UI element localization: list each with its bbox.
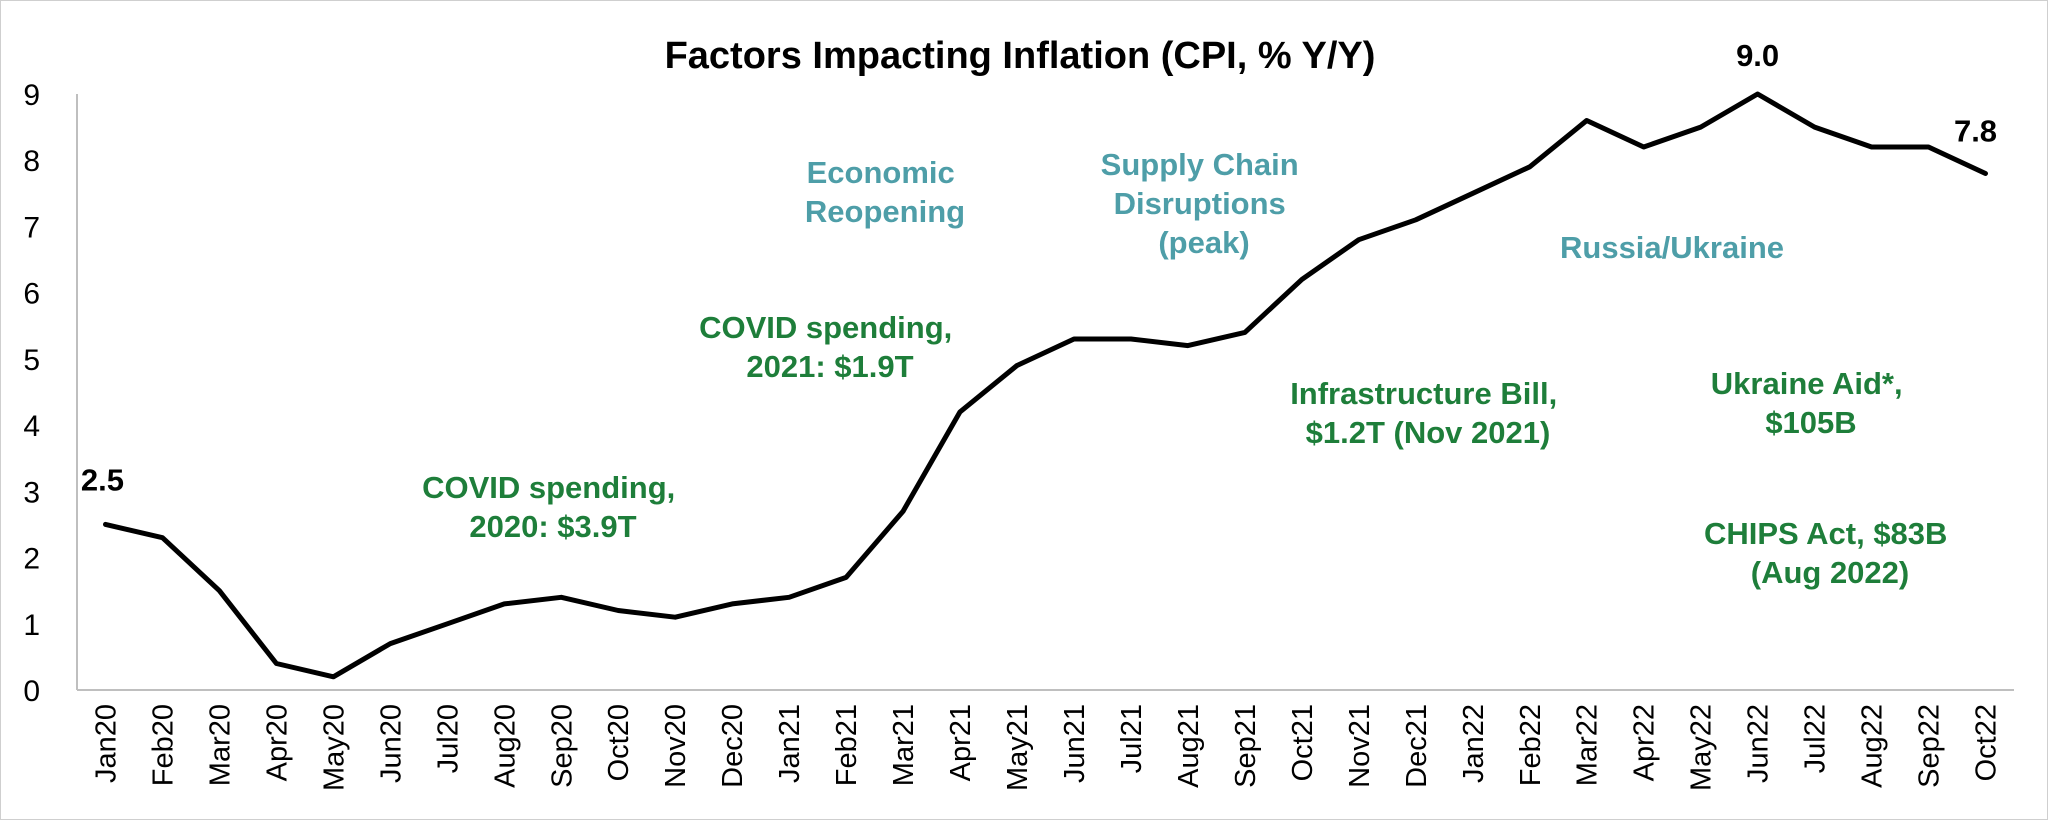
x-tick-label: Jan20: [90, 704, 122, 783]
annotation-line: $1.2T (Nov 2021): [1306, 415, 1551, 450]
annotation-line: COVID spending,: [699, 310, 952, 345]
annotation-economic-reopening: Economic Reopening: [805, 155, 965, 229]
annotation-supply-chain: Supply Chain Disruptions (peak): [1101, 147, 1308, 260]
x-tick-label: Jan22: [1458, 704, 1490, 783]
x-tick-label: Jan21: [774, 704, 806, 783]
annotation-line: (Aug 2022): [1751, 555, 1909, 590]
x-tick-label: Apr22: [1629, 704, 1661, 781]
x-tick-label: Mar21: [888, 704, 920, 786]
annotation-line: Economic: [807, 155, 955, 190]
data-label: 7.8: [1954, 113, 1997, 148]
y-axis-ticks: 0 1 2 3 4 5 6 7 8 9: [23, 79, 40, 708]
annotation-line: (peak): [1158, 225, 1249, 260]
x-tick-label: Feb21: [831, 704, 863, 786]
annotation-line: Ukraine Aid*,: [1711, 366, 1903, 401]
y-tick-label: 3: [23, 476, 40, 509]
x-tick-label: Sep20: [546, 704, 578, 788]
y-tick-label: 8: [23, 145, 40, 178]
x-tick-label: Jun20: [375, 704, 407, 783]
x-tick-label: Oct22: [1971, 704, 2003, 781]
y-tick-label: 7: [23, 211, 40, 244]
x-tick-label: May20: [318, 704, 350, 791]
annotation-covid-2021: COVID spending, 2021: $1.9T: [699, 310, 961, 384]
annotation-line: Infrastructure Bill,: [1290, 376, 1557, 411]
x-tick-label: Feb20: [147, 704, 179, 786]
x-tick-label: Sep21: [1230, 704, 1262, 788]
y-tick-label: 1: [23, 609, 40, 642]
annotation-line: Reopening: [805, 194, 965, 229]
annotation-line: CHIPS Act, $83B: [1704, 516, 1948, 551]
x-tick-label: Dec20: [717, 704, 749, 788]
annotation-line: 2020: $3.9T: [469, 509, 636, 544]
x-tick-label: Sep22: [1914, 704, 1946, 788]
annotation-line: COVID spending,: [422, 470, 675, 505]
annotation-infrastructure-bill: Infrastructure Bill, $1.2T (Nov 2021): [1290, 376, 1566, 450]
x-tick-label: Jul20: [432, 704, 464, 773]
annotation-line: $105B: [1765, 405, 1856, 440]
annotation-chips-act: CHIPS Act, $83B (Aug 2022): [1704, 516, 1956, 590]
x-tick-label: Apr20: [261, 704, 293, 781]
x-tick-label: Oct21: [1287, 704, 1319, 781]
y-tick-label: 4: [23, 410, 40, 443]
annotation-covid-2020: COVID spending, 2020: $3.9T: [422, 470, 684, 544]
x-tick-label: Mar22: [1572, 704, 1604, 786]
x-tick-label: Apr21: [945, 704, 977, 781]
x-tick-label: Nov20: [660, 704, 692, 788]
data-label: 9.0: [1736, 38, 1779, 73]
x-tick-label: Dec21: [1401, 704, 1433, 788]
x-tick-label: Aug21: [1173, 704, 1205, 788]
x-tick-label: Aug22: [1857, 704, 1889, 788]
x-tick-label: Mar20: [204, 704, 236, 786]
annotation-line: Disruptions: [1114, 186, 1286, 221]
y-tick-label: 5: [23, 344, 40, 377]
x-tick-label: Oct20: [603, 704, 635, 781]
cpi-series-line: [103, 91, 1988, 680]
x-tick-label: May22: [1686, 704, 1718, 791]
chart-title: Factors Impacting Inflation (CPI, % Y/Y): [665, 35, 1376, 77]
annotation-russia-ukraine: Russia/Ukraine: [1560, 230, 1784, 265]
x-tick-label: May21: [1002, 704, 1034, 791]
x-tick-label: Nov21: [1344, 704, 1376, 788]
x-axis-ticks: Jan20 Feb20 Mar20 Apr20 May20 Jun20 Jul20 Aug20…: [90, 704, 2002, 791]
x-tick-label: Jun22: [1743, 704, 1775, 783]
y-tick-label: 2: [23, 543, 40, 576]
y-tick-label: 0: [23, 675, 40, 708]
annotation-line: 2021: $1.9T: [746, 349, 913, 384]
data-label: 2.5: [81, 462, 124, 497]
annotation-line: Supply Chain: [1101, 147, 1299, 182]
data-labels: 2.5 9.0 7.8: [81, 38, 1997, 497]
x-tick-label: Jul21: [1116, 704, 1148, 773]
x-tick-label: Jun21: [1059, 704, 1091, 783]
annotation-line: Russia/Ukraine: [1560, 230, 1784, 265]
annotation-ukraine-aid: Ukraine Aid*, $105B: [1711, 366, 1911, 440]
x-tick-label: Feb22: [1515, 704, 1547, 786]
x-tick-label: Aug20: [489, 704, 521, 788]
y-tick-label: 6: [23, 278, 40, 311]
y-tick-label: 9: [23, 79, 40, 112]
x-tick-label: Jul22: [1800, 704, 1832, 773]
